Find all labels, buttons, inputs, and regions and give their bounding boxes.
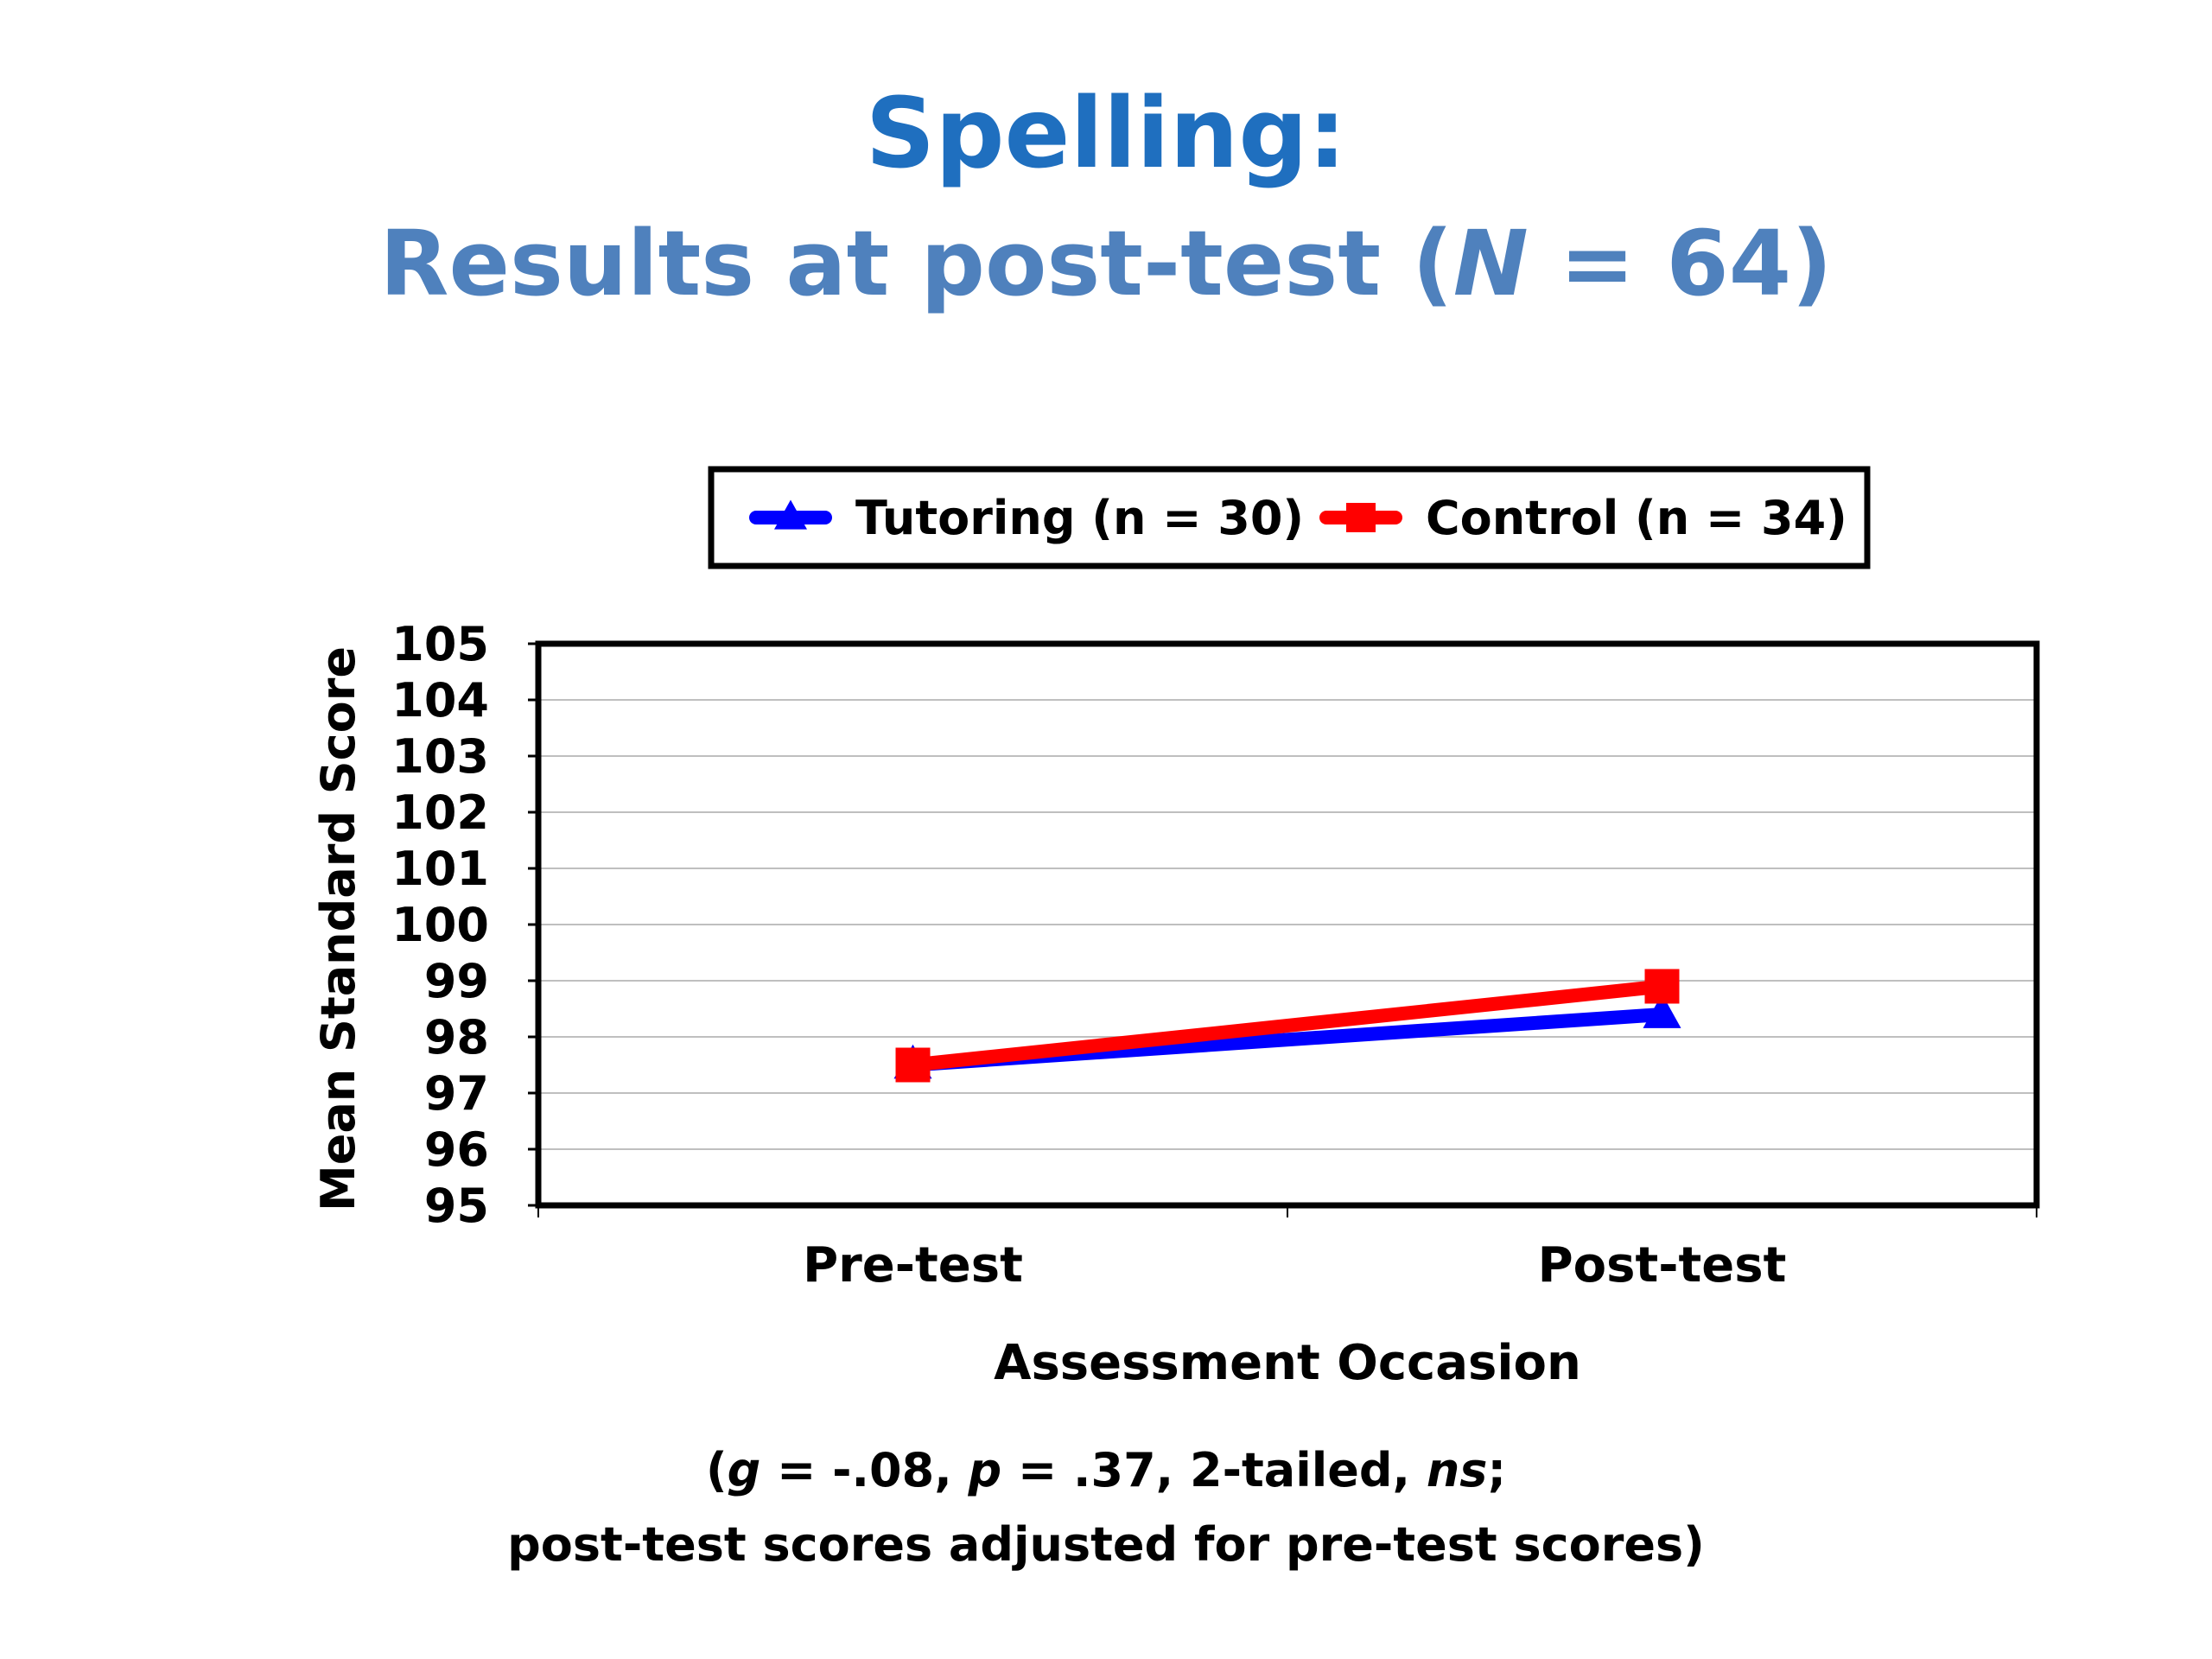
legend: [708, 466, 1871, 569]
y-tick-label-100: 100: [391, 898, 489, 952]
series-0-point-1: [1643, 994, 1681, 1028]
subtitle-prefix: Results at post-test (: [379, 211, 1453, 316]
series-1-point-1: [1644, 969, 1680, 1004]
y-tick-label-97: 97: [424, 1066, 489, 1121]
adjustment-note: post-test scores adjusted for pre-test s…: [507, 1517, 1705, 1572]
note-part-4: = .37, 2-tailed,: [1001, 1443, 1427, 1497]
chart-subtitle: Results at post-test (N = 64): [0, 210, 2212, 318]
legend-label-0: Tutoring (n = 30): [855, 491, 1304, 545]
y-tick-label-98: 98: [424, 1010, 489, 1065]
y-tick-label-95: 95: [424, 1179, 489, 1233]
note-part-3: p: [968, 1443, 1002, 1497]
note-part-1: g: [727, 1443, 761, 1497]
series-line-1: [912, 979, 1663, 1072]
subtitle-n-symbol: N: [1452, 211, 1529, 316]
y-tick-label-96: 96: [424, 1122, 489, 1177]
statistics-note: (g = -.08, p = .37, 2-tailed, ns;: [0, 1443, 2212, 1497]
note-part-2: = -.08,: [760, 1443, 969, 1497]
x-tick-label-0: Pre-test: [803, 1237, 1023, 1294]
note-part-6: ;: [1487, 1443, 1507, 1497]
subtitle-suffix: = 64): [1528, 211, 1833, 316]
y-tick-label-105: 105: [391, 617, 489, 671]
note-part-0: (: [705, 1443, 728, 1497]
note-part-5: ns: [1426, 1443, 1488, 1497]
y-tick-label-99: 99: [424, 954, 489, 1008]
x-axis-label: Assessment Occasion: [994, 1335, 1581, 1391]
chart-title: Spelling:: [865, 78, 1347, 190]
y-axis-label: Mean Standard Score: [311, 646, 365, 1211]
legend-marker-0: [774, 499, 807, 530]
legend-marker-1: [1346, 503, 1376, 532]
x-tick-label-1: Post-test: [1538, 1237, 1787, 1294]
y-tick-label-104: 104: [391, 673, 489, 728]
y-tick-label-101: 101: [391, 842, 489, 896]
series-1-point-0: [895, 1047, 931, 1083]
y-tick-label-102: 102: [391, 785, 489, 840]
legend-label-1: Control (n = 34): [1426, 491, 1847, 545]
plot-area: [535, 640, 2040, 1209]
y-tick-label-103: 103: [391, 729, 489, 784]
